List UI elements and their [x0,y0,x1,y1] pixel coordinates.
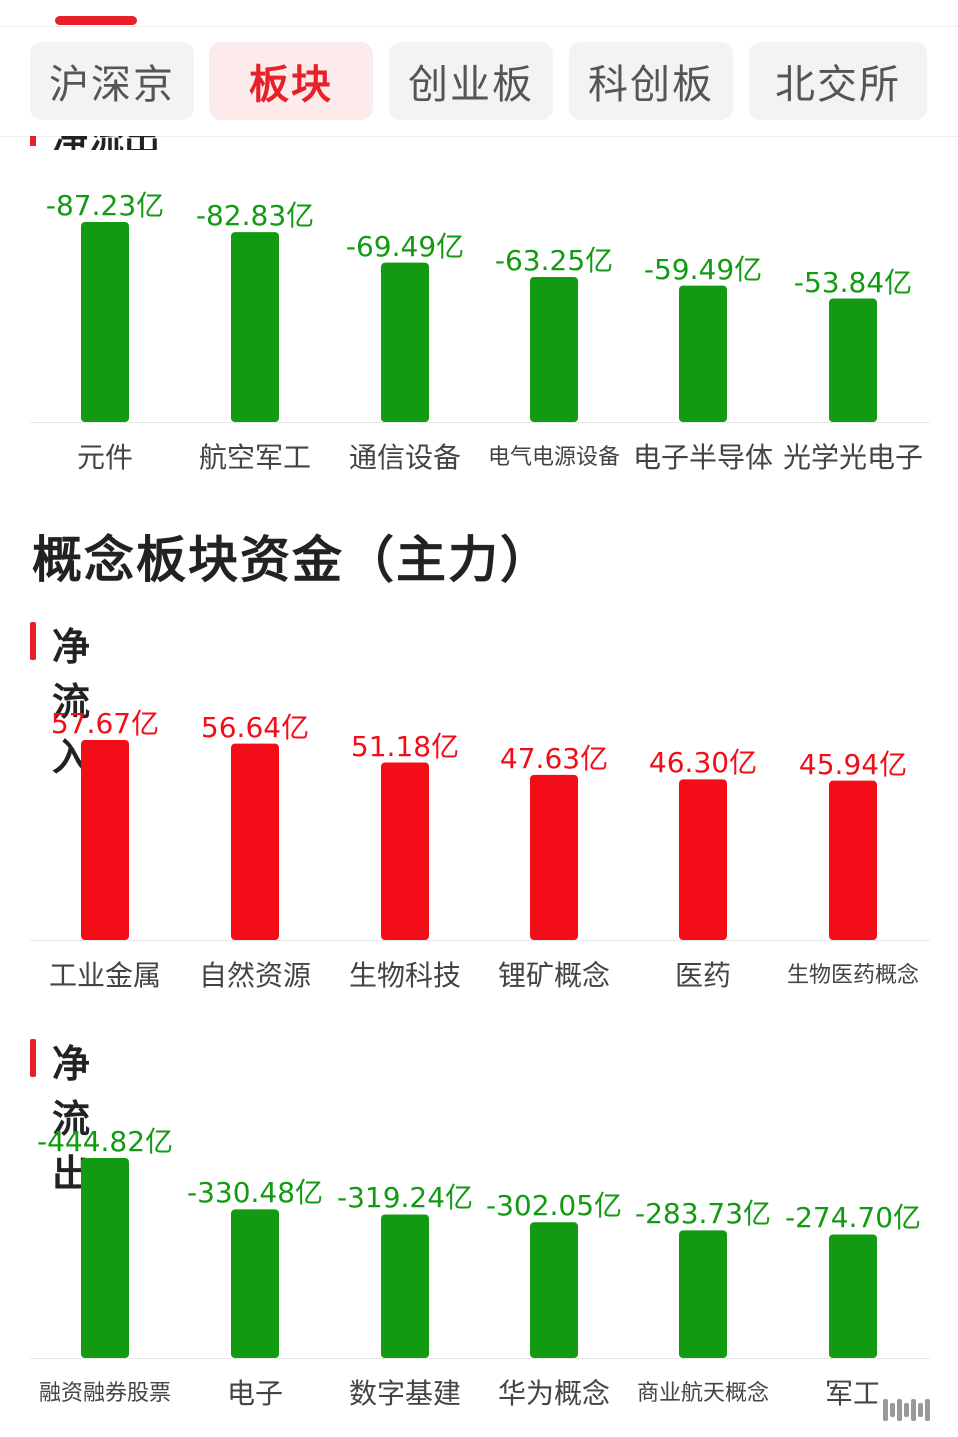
chart-svg [81,222,877,422]
concept-outflow-chart: -444.82亿融资融券股票 -330.48亿 电子 -319.24亿 数字基建 -302… [30,1100,930,1430]
bar-5 [829,298,877,422]
category-label-5: 军工 [824,1377,882,1410]
bar-5 [829,1234,877,1358]
category-label-4: 医药 [674,959,732,992]
bar-0 [81,222,129,422]
top-divider [0,26,958,27]
category-label-2: 数字基建 [348,1377,462,1410]
bar-2 [381,1214,429,1358]
tab-hushenjing[interactable]: 沪深京 [30,42,194,120]
category-label-2: 生物科技 [348,959,462,992]
value-label-1: -82.83亿 [195,199,315,233]
category-label-0: 元件 [76,441,134,474]
tab-bankuai[interactable]: 板块 [209,42,373,120]
concept-inflow-chart: 57.67亿 工业金属 56.64亿 自然资源 51.18亿 生物科技 47.63亿 锂矿概念… [30,680,930,1000]
category-label-3: 电气电源设备 [487,445,621,470]
bar-0 [81,1158,129,1358]
value-label-5: -274.70亿 [784,1201,922,1235]
bar-5 [829,780,877,940]
bar-2 [381,262,429,422]
category-label-1: 电子 [226,1377,284,1410]
heading-text: 净流出 [52,136,160,150]
heading-marker [30,622,36,660]
market-tabs: 沪深京 板块 创业板 科创板 北交所 [0,42,958,122]
value-label-4: 46.30亿 [648,746,758,780]
value-label-2: -69.49亿 [345,229,465,263]
bar-3 [530,1222,578,1358]
value-label-5: -53.84亿 [793,265,913,299]
industry-outflow-heading: 净流出 [30,136,330,150]
heading-text: 净流入 [52,625,91,779]
value-label-3: -63.25亿 [494,243,614,277]
bar-2 [381,762,429,940]
bar-3 [530,276,578,422]
value-label-1: 56.64亿 [200,710,310,744]
tab-chuangyeban[interactable]: 创业板 [389,42,553,120]
heading-marker [30,1039,36,1077]
chart-baseline [30,422,930,423]
tabs-divider [0,136,958,137]
category-label-5: 光学光电子 [782,441,924,474]
category-label-2: 通信设备 [348,441,462,474]
bar-1 [231,1209,279,1358]
industry-outflow-chart: -87.23亿 元件 -82.83亿 航空军工 -69.49亿 通信设备 -63.25亿电气… [30,150,930,480]
value-label-4: -283.73亿 [634,1197,772,1231]
bar-4 [679,1230,727,1358]
value-label-3: 47.63亿 [499,741,609,775]
chart-baseline [30,940,930,941]
bar-1 [231,232,279,422]
chart-svg [81,740,877,940]
bar-4 [679,779,727,940]
chart-svg [81,1158,877,1358]
value-label-3: -302.05亿 [485,1189,623,1223]
value-label-0: 57.67亿 [50,707,160,740]
chart-baseline [30,1358,930,1359]
value-label-1: -330.48亿 [186,1176,324,1210]
category-label-5: 生物医药概念 [786,963,920,988]
category-label-3: 华为概念 [497,1377,611,1410]
tab-beijiaosuo[interactable]: 北交所 [749,42,927,120]
category-label-4: 电子半导体 [632,441,774,474]
bar-4 [679,285,727,422]
category-label-4: 商业航天概念 [636,1381,770,1406]
tab-kechuangban[interactable]: 科创板 [569,42,733,120]
category-label-0: 融资融券股票 [38,1381,172,1406]
category-label-1: 自然资源 [198,959,312,992]
heading-marker [30,136,36,146]
watermark-logo [877,1392,936,1428]
bar-1 [231,743,279,940]
value-label-2: 51.18亿 [350,729,460,763]
value-label-2: -319.24亿 [336,1181,474,1215]
bar-3 [530,774,578,940]
bar-0 [81,740,129,940]
active-tab-indicator [55,16,137,25]
category-label-1: 航空军工 [198,441,312,474]
value-label-5: 45.94亿 [798,747,908,781]
value-label-4: -59.49亿 [643,252,763,286]
section-title: 概念板块资金（主力） [32,531,552,589]
value-label-0: -87.23亿 [45,189,165,222]
category-label-3: 锂矿概念 [497,959,611,992]
value-label-0: -444.82亿 [36,1125,174,1158]
category-label-0: 工业金属 [48,959,162,992]
